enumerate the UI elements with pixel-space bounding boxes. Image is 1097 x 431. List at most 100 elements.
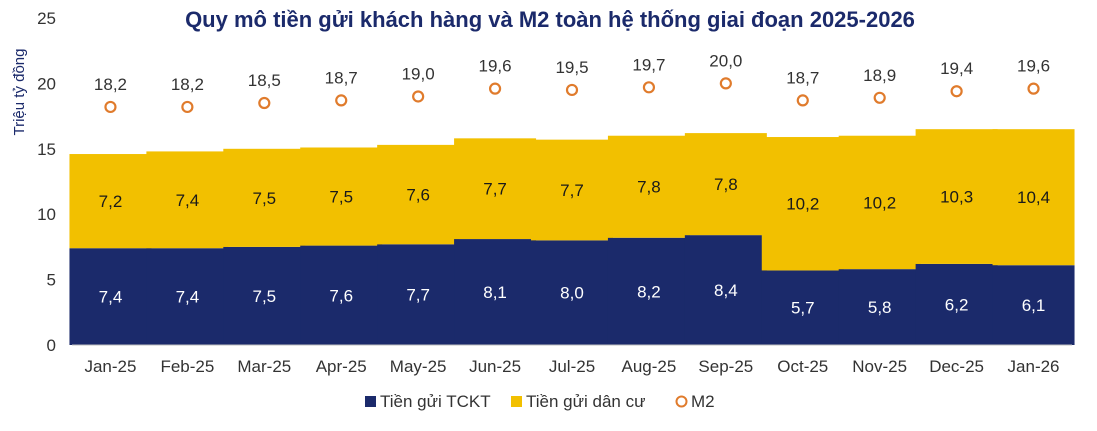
- m2-data-label: 19,6: [1017, 57, 1050, 76]
- x-tick-label: Mar-25: [237, 357, 291, 376]
- x-tick-label: Sep-25: [698, 357, 753, 376]
- bar-data-label: 6,1: [1022, 296, 1046, 315]
- x-tick-label: Nov-25: [852, 357, 907, 376]
- bar-data-label: 7,7: [483, 180, 507, 199]
- x-tick-label: May-25: [390, 357, 447, 376]
- m2-data-label: 18,9: [863, 66, 896, 85]
- bar-tien-gui-tckt: [300, 245, 383, 345]
- bar-tien-gui-dan-cu: [454, 138, 537, 240]
- bar-data-label: 7,5: [252, 287, 276, 306]
- x-tick-label: Oct-25: [777, 357, 828, 376]
- bar-data-label: 7,2: [99, 192, 123, 211]
- x-tick-label: Jan-25: [84, 357, 136, 376]
- y-tick-label: 10: [37, 205, 56, 224]
- bar-tien-gui-tckt: [838, 269, 921, 345]
- x-tick-label: Feb-25: [160, 357, 214, 376]
- m2-point: [950, 85, 963, 98]
- bar-data-label: 7,4: [176, 191, 200, 210]
- m2-data-label: 18,7: [786, 68, 819, 87]
- m2-point: [719, 77, 732, 90]
- m2-point: [412, 90, 425, 103]
- bar-tien-gui-dan-cu: [761, 137, 844, 271]
- m2-point: [104, 100, 117, 114]
- bar-data-label: 7,8: [714, 175, 738, 194]
- bar-tien-gui-dan-cu: [223, 148, 306, 247]
- x-tick-label: Apr-25: [316, 357, 367, 376]
- m2-point: [642, 81, 656, 94]
- bar-data-label: 7,8: [637, 178, 661, 197]
- bar-data-label: 5,8: [868, 298, 892, 317]
- y-tick-label: 15: [37, 140, 56, 159]
- bar-tien-gui-dan-cu: [146, 151, 229, 249]
- m2-data-label: 19,6: [479, 57, 512, 76]
- m2-point: [565, 83, 579, 97]
- bar-data-label: 7,5: [252, 189, 276, 208]
- m2-data-label: 20,0: [709, 51, 742, 70]
- bar-tien-gui-tckt: [761, 270, 844, 345]
- m2-data-label: 18,2: [171, 75, 204, 94]
- y-axis-title: Triệu tỷ đồng: [11, 49, 28, 136]
- m2-point: [181, 100, 194, 114]
- bar-data-label: 8,1: [483, 283, 507, 302]
- legend-label: Tiền gửi TCKT: [380, 392, 491, 411]
- m2-point: [796, 94, 809, 107]
- bar-tien-gui-dan-cu: [377, 144, 460, 245]
- bar-tien-gui-tckt: [684, 235, 767, 345]
- x-tick-label: Aug-25: [622, 357, 677, 376]
- bar-data-label: 8,0: [560, 284, 584, 303]
- bar-tien-gui-tckt: [531, 240, 613, 345]
- x-tick-label: Jun-25: [469, 357, 521, 376]
- bar-tien-gui-tckt: [607, 237, 690, 345]
- bar-tien-gui-dan-cu: [607, 135, 690, 238]
- bar-tien-gui-dan-cu: [69, 154, 152, 249]
- legend-label: M2: [691, 392, 715, 411]
- legend: Tiền gửi TCKT Tiền gửi dân cư M2: [365, 392, 715, 411]
- bar-tien-gui-tckt: [377, 244, 460, 345]
- bar-tien-gui-dan-cu: [300, 147, 383, 246]
- bar-data-label: 10,4: [1017, 188, 1050, 207]
- x-tick-label: Jan-26: [1008, 357, 1060, 376]
- bar-data-label: 5,7: [791, 299, 815, 318]
- bar-data-label: 8,2: [637, 282, 661, 301]
- m2-point: [1027, 82, 1040, 95]
- bar-data-label: 10,2: [863, 193, 896, 212]
- m2-data-label: 19,0: [402, 64, 435, 83]
- legend-swatch-tien-gui-dan-cu: [511, 396, 522, 407]
- m2-point: [258, 96, 271, 110]
- m2-data-label: 18,5: [248, 71, 281, 90]
- bar-tien-gui-dan-cu: [915, 129, 998, 264]
- bar-data-label: 10,2: [786, 195, 819, 214]
- bar-tien-gui-dan-cu: [684, 133, 767, 236]
- x-tick-label: Dec-25: [929, 357, 984, 376]
- bar-data-label: 7,4: [176, 288, 200, 307]
- legend-swatch-tien-gui-tckt: [365, 396, 376, 407]
- m2-data-label: 18,2: [94, 75, 127, 94]
- bar-tien-gui-tckt: [146, 248, 229, 345]
- m2-point: [488, 82, 502, 95]
- bar-tien-gui-tckt: [223, 246, 306, 345]
- legend-swatch-m2: [675, 395, 688, 408]
- bar-data-label: 7,7: [406, 286, 430, 305]
- bar-tien-gui-tckt: [992, 265, 1075, 345]
- bar-tien-gui-dan-cu: [531, 139, 613, 241]
- bar-tien-gui-dan-cu: [838, 135, 921, 270]
- m2-data-label: 18,7: [325, 68, 358, 87]
- x-axis-ticks: Jan-25 Feb-25 Mar-25 Apr-25 May-25 Jun-25 Jul-…: [84, 357, 1059, 376]
- y-tick-label: 5: [47, 271, 56, 290]
- bars-layer: 7,4 7,2 7,4 7,4 7,5 7,5 7,6 7,5 7,7 7,6 8,1 7,7 8,0 7…: [69, 129, 1075, 345]
- y-tick-label: 25: [37, 9, 56, 28]
- x-tick-label: Jul-25: [549, 357, 595, 376]
- m2-data-label: 19,7: [632, 55, 665, 74]
- bar-data-label: 10,3: [940, 188, 973, 207]
- y-tick-label: 20: [37, 74, 56, 93]
- bar-tien-gui-tckt: [69, 248, 152, 345]
- bar-data-label: 7,7: [560, 181, 584, 200]
- m2-data-label: 19,4: [940, 59, 973, 78]
- bar-data-label: 8,4: [714, 281, 738, 300]
- m2-points-layer: 18,2 18,2 18,5 18,7 19,0 19,6 19,5 19,7 20,0 18,7…: [94, 51, 1050, 114]
- bar-data-label: 7,5: [329, 188, 353, 207]
- bar-data-label: 6,2: [945, 295, 969, 314]
- bar-tien-gui-tckt: [915, 263, 998, 345]
